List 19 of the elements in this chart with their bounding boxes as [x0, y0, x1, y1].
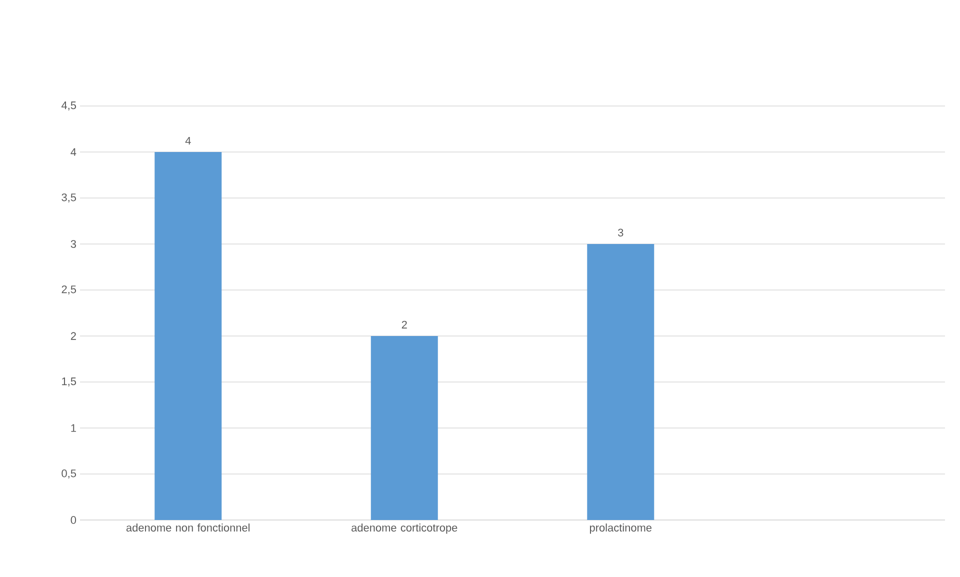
- x-tick-label: prolactinome: [590, 524, 652, 534]
- x-tick-label: adenome non fonctionnel: [126, 524, 250, 532]
- y-tick-label: 1,5: [62, 378, 76, 386]
- bar: [154, 152, 222, 520]
- bar: [587, 244, 654, 520]
- y-tick-label: 3,5: [62, 193, 76, 203]
- bar: [370, 336, 438, 520]
- y-tick-label: 0,5: [62, 469, 76, 479]
- y-tick-label: 3: [70, 240, 76, 248]
- y-tick-label: 2,5: [62, 285, 76, 295]
- data-label: 3: [618, 228, 624, 236]
- y-tick-label: 1: [71, 424, 76, 432]
- y-tick-label: 2: [70, 332, 76, 340]
- data-label: 4: [185, 136, 191, 144]
- y-tick-label: 0: [70, 516, 76, 524]
- data-label: 2: [402, 320, 407, 328]
- x-tick-label: adenome corticotrope: [352, 524, 458, 534]
- y-tick-label: 4: [70, 148, 76, 156]
- y-tick-label: 4,5: [61, 102, 76, 110]
